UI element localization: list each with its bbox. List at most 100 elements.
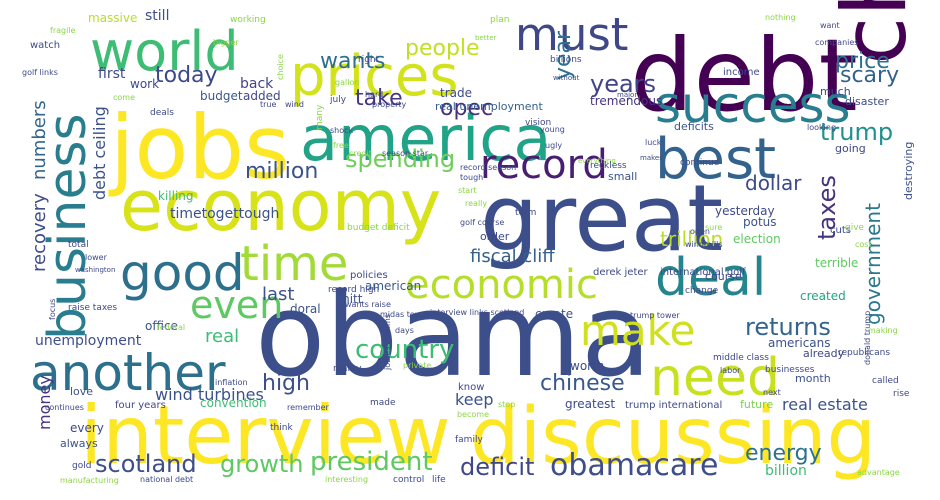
word-trump-international: trump international (625, 400, 722, 411)
word-wind-turbines: wind turbines (155, 385, 264, 404)
word-advantage: advantage (857, 468, 900, 477)
word-real-unemployment: real unemployment (435, 100, 544, 113)
word-world: world (90, 20, 239, 83)
word-much: much (820, 85, 851, 98)
word-still: still (145, 8, 169, 24)
word-trump-tower: trump tower (630, 311, 680, 320)
word-windmills: windmills (685, 240, 723, 249)
word-record: record (480, 142, 608, 188)
word-prices: prices (290, 44, 459, 109)
word-disaster: disaster (845, 95, 889, 108)
word-making: making (868, 326, 898, 335)
word-private: private (403, 361, 431, 370)
word-country: country (355, 335, 454, 365)
word-timetogettough: timetogettough (170, 206, 279, 222)
word-deficits: deficits (674, 120, 714, 133)
word-destroying: destroying (902, 142, 915, 200)
word-trade: trade (440, 86, 472, 100)
word-scotland: scotland (95, 450, 197, 478)
word-billions: billions (550, 55, 582, 65)
word-give: give (845, 223, 865, 233)
word-every: every (70, 421, 104, 435)
word-work: work (130, 77, 159, 91)
word-worth: worth (570, 359, 604, 373)
word-interesting: interesting (325, 475, 368, 484)
word-numbers: numbers (29, 100, 50, 180)
word-record-high: record high (328, 285, 379, 295)
word-hard: hard (365, 90, 383, 99)
word-spending: spending (345, 145, 455, 173)
word-deals: deals (150, 108, 174, 118)
word-international-golf: international golf (660, 267, 746, 278)
word-american: american (365, 279, 421, 293)
word-scary: scary (840, 63, 899, 88)
word-wants-raise: wants raise (345, 300, 391, 309)
word-government: government (861, 203, 885, 325)
word-america: america (300, 102, 551, 175)
word-growth: growth (220, 450, 304, 478)
word-want: want (820, 21, 840, 30)
word-back: back (240, 76, 274, 92)
word-president: president (310, 447, 433, 477)
word-create: create (535, 307, 573, 321)
word-deal: deal (655, 248, 766, 308)
word-right: right (358, 55, 380, 65)
word-years: years (590, 70, 656, 98)
word-fiscal-cliff: fiscal cliff (470, 246, 555, 267)
word-cuts: cuts (830, 225, 851, 236)
word-reckless: reckless (590, 161, 627, 171)
word-going: going (835, 142, 866, 155)
word-time: time (240, 236, 348, 292)
word-stop: stop (498, 400, 515, 409)
word-control: control (393, 475, 424, 485)
word-life: life (432, 475, 446, 485)
word-fragile: fragile (50, 26, 76, 35)
word-plan: plan (490, 15, 509, 25)
word-need: need (650, 348, 780, 408)
word-inflation: inflation (215, 378, 248, 387)
word-shock: shock (330, 126, 354, 135)
word-interview: interview (80, 389, 451, 482)
word-major: major (617, 91, 637, 99)
word-future: future (740, 398, 773, 411)
word-four-years: four years (115, 400, 166, 411)
word-season-star: season star (382, 149, 429, 158)
word-million: million (245, 159, 318, 184)
word-potus: potus (743, 215, 777, 229)
word-billion: billion (765, 463, 807, 479)
word-best: best (655, 127, 776, 192)
word-without: without (553, 74, 580, 82)
word-love: love (70, 385, 93, 398)
word-tough: tough (460, 173, 483, 182)
word-term: term (515, 208, 536, 218)
word-people: people (405, 36, 480, 61)
word-cost: cost (855, 240, 872, 249)
word-taxes: taxes (813, 175, 841, 240)
word-trump: trump (820, 118, 893, 146)
word-luck: luck (645, 138, 662, 147)
word-credit: credit (349, 149, 372, 158)
word-labor: labor (720, 366, 741, 375)
word-gallon: gallon (335, 78, 359, 87)
word-sure: sure (705, 223, 722, 232)
word-debt: debt (630, 17, 858, 134)
word-change: change (685, 286, 719, 296)
word-always: always (60, 437, 98, 450)
word-make: make (580, 306, 695, 355)
word-think: think (270, 423, 293, 433)
word-become: become (457, 410, 489, 419)
word-watch: watch (30, 40, 60, 51)
word-terrible: terrible (815, 256, 858, 270)
word-wants: wants (320, 49, 386, 74)
word-recovery: recovery (29, 193, 50, 272)
word-real: real (205, 326, 239, 347)
word-high: high (262, 371, 310, 396)
word-debt-ceiling: debt ceiling (90, 106, 109, 200)
word-mitt: mitt (338, 292, 363, 306)
word-true: true (260, 100, 276, 109)
word-july: july (329, 95, 347, 105)
word-economy: economy (120, 165, 441, 247)
word-budget: budget (200, 89, 243, 103)
word-businesses: businesses (765, 365, 815, 375)
word-opec: opec (440, 96, 493, 121)
